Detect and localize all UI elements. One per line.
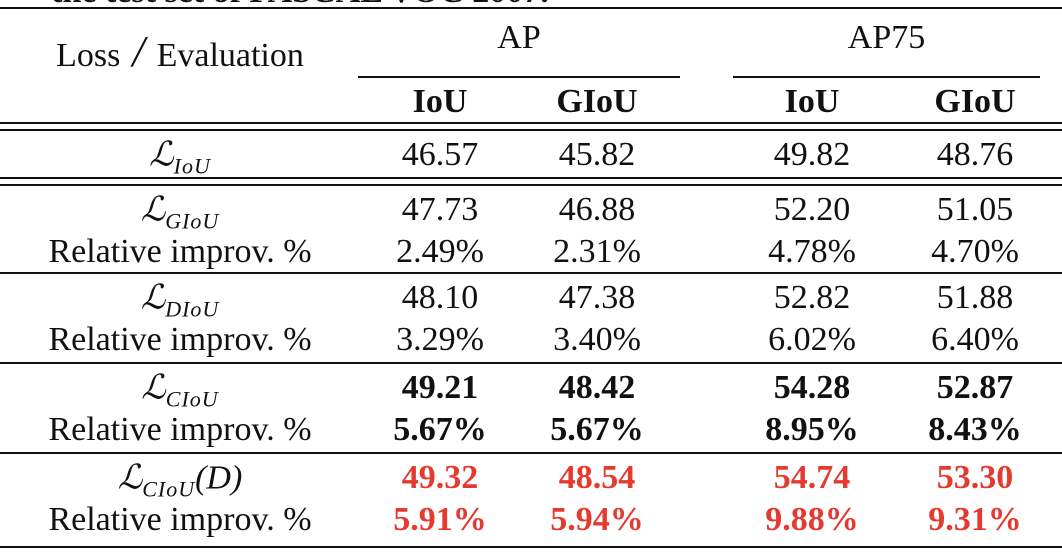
column-label: GIoU bbox=[556, 83, 638, 120]
rule bbox=[358, 76, 680, 78]
loss-subscript: CIoU bbox=[142, 476, 196, 502]
rule bbox=[0, 184, 1062, 186]
cell-value: 48.42 bbox=[558, 369, 636, 406]
row-label: Relative improv. % bbox=[48, 235, 311, 269]
row-label: Relative improv. % bbox=[48, 503, 311, 537]
rule bbox=[0, 272, 1062, 274]
corner-header: Loss / Evaluation bbox=[56, 30, 304, 74]
cell-value: 9.88% bbox=[765, 501, 859, 538]
cell-value: 5.67% bbox=[393, 411, 487, 448]
row-label: ℒCIoU bbox=[141, 367, 218, 411]
cell-value: 51.88 bbox=[936, 279, 1014, 316]
corner-right: Evaluation bbox=[156, 37, 304, 74]
loss-subscript: GIoU bbox=[165, 208, 220, 234]
cell-value: 48.76 bbox=[936, 136, 1014, 173]
cell-value: 6.02% bbox=[768, 321, 856, 358]
cell-value: 2.31% bbox=[553, 233, 641, 270]
cell-value: 8.43% bbox=[928, 411, 1022, 448]
loss-symbol: ℒ bbox=[149, 134, 174, 175]
column-label: IoU bbox=[412, 83, 468, 120]
loss-symbol: ℒ bbox=[141, 367, 166, 408]
cell-value: 52.87 bbox=[936, 369, 1014, 406]
column-label: IoU bbox=[784, 83, 840, 120]
loss-subscript: IoU bbox=[173, 153, 211, 179]
rule bbox=[0, 177, 1062, 179]
column-label: GIoU bbox=[934, 83, 1016, 120]
cell-value: 48.54 bbox=[558, 459, 636, 496]
cell-value: 6.40% bbox=[931, 321, 1019, 358]
rule bbox=[0, 7, 1062, 9]
cell-value: 4.78% bbox=[768, 233, 856, 270]
row-label: ℒIoU bbox=[149, 134, 211, 178]
rule bbox=[0, 362, 1062, 364]
cell-value: 54.28 bbox=[773, 369, 851, 406]
cell-value: 48.10 bbox=[401, 279, 479, 316]
cell-value: 5.94% bbox=[550, 501, 644, 538]
cell-value: 49.82 bbox=[773, 136, 851, 173]
cell-value: 45.82 bbox=[558, 136, 636, 173]
rule bbox=[0, 452, 1062, 454]
cell-value: 47.38 bbox=[558, 279, 636, 316]
loss-suffix: (D) bbox=[195, 459, 243, 497]
cell-value: 46.88 bbox=[558, 191, 636, 228]
column-group-label: AP bbox=[497, 19, 541, 56]
loss-subscript: CIoU bbox=[165, 386, 219, 412]
corner-left: Loss bbox=[56, 37, 121, 74]
cell-value: 54.74 bbox=[773, 459, 851, 496]
row-label: Relative improv. % bbox=[48, 413, 311, 447]
caption: the test set of PASCAL VOC 2007. bbox=[51, 0, 549, 9]
row-label: ℒDIoU bbox=[140, 277, 220, 321]
cell-value: 46.57 bbox=[401, 136, 479, 173]
row-label: ℒCIoU(D) bbox=[117, 457, 243, 501]
cell-value: 52.20 bbox=[773, 191, 851, 228]
rule bbox=[0, 129, 1062, 131]
cell-value: 51.05 bbox=[936, 191, 1014, 228]
corner-slash: / bbox=[132, 27, 145, 76]
column-group-label: AP75 bbox=[847, 19, 926, 56]
cell-value: 9.31% bbox=[928, 501, 1022, 538]
cell-value: 49.32 bbox=[401, 459, 479, 496]
cell-value: 47.73 bbox=[401, 191, 479, 228]
cell-value: 49.21 bbox=[401, 369, 479, 406]
label-text: Relative improv. % bbox=[48, 501, 312, 538]
cell-value: 5.67% bbox=[550, 411, 644, 448]
label-text: Relative improv. % bbox=[48, 233, 312, 270]
cell-value: 2.49% bbox=[396, 233, 484, 270]
rule bbox=[0, 546, 1062, 548]
cell-value: 3.29% bbox=[396, 321, 484, 358]
cell-value: 3.40% bbox=[553, 321, 641, 358]
loss-symbol: ℒ bbox=[140, 277, 166, 318]
loss-symbol: ℒ bbox=[140, 189, 166, 230]
cell-value: 52.82 bbox=[773, 279, 851, 316]
cell-value: 5.91% bbox=[393, 501, 487, 538]
rule bbox=[0, 122, 1062, 124]
row-label: Relative improv. % bbox=[48, 323, 311, 357]
cell-value: 53.30 bbox=[936, 459, 1014, 496]
rule bbox=[733, 76, 1040, 78]
cell-value: 4.70% bbox=[931, 233, 1019, 270]
label-text: Relative improv. % bbox=[48, 411, 312, 448]
loss-subscript: DIoU bbox=[165, 296, 220, 322]
row-label: ℒGIoU bbox=[140, 189, 220, 233]
label-text: Relative improv. % bbox=[48, 321, 312, 358]
loss-symbol: ℒ bbox=[117, 457, 143, 498]
cell-value: 8.95% bbox=[765, 411, 859, 448]
